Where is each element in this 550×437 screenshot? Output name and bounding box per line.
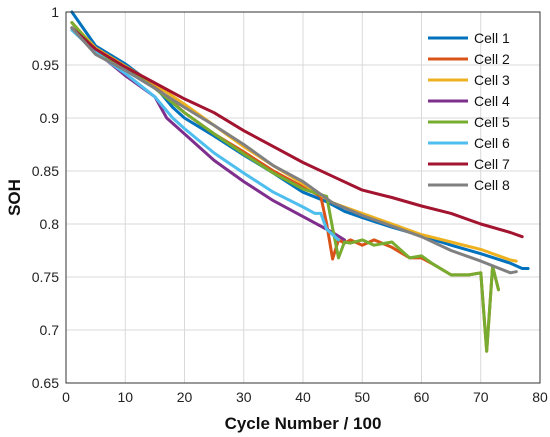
legend-label: Cell 8: [474, 177, 510, 193]
y-tick-label: 0.8: [40, 216, 60, 232]
y-tick-label: 0.85: [32, 163, 59, 179]
y-tick-labels: 0.65 0.7 0.75 0.8 0.85 0.9 0.95 1: [32, 4, 59, 391]
legend-label: Cell 7: [474, 156, 510, 172]
legend-label: Cell 4: [474, 93, 510, 109]
y-tick-label: 0.7: [40, 322, 60, 338]
grid: [65, 11, 541, 384]
x-tick-label: 20: [177, 389, 193, 405]
x-tick-label: 70: [473, 389, 489, 405]
legend-label: Cell 3: [474, 72, 510, 88]
plot-frame: [65, 11, 541, 384]
legend: Cell 1 Cell 2 Cell 3 Cell 4 Cell 5 Cell 6 Cell…: [428, 30, 510, 193]
y-tick-label: 1: [51, 4, 59, 20]
y-tick-label: 0.65: [32, 375, 59, 391]
x-tick-label: 40: [295, 389, 311, 405]
legend-label: Cell 6: [474, 135, 510, 151]
series-line-cell-8: [70, 26, 518, 275]
series-lines: [70, 10, 530, 353]
series-line-cell-1: [70, 10, 530, 270]
legend-label: Cell 5: [474, 114, 510, 130]
x-axis-title: Cycle Number / 100: [225, 414, 382, 433]
legend-label: Cell 2: [474, 51, 510, 67]
y-tick-label: 0.75: [32, 269, 59, 285]
x-tick-label: 0: [62, 389, 70, 405]
series-line-cell-6: [70, 28, 340, 242]
x-tick-label: 80: [532, 389, 548, 405]
x-tick-label: 30: [236, 389, 252, 405]
y-tick-label: 0.9: [40, 110, 60, 126]
x-tick-labels: 0 10 20 30 40 50 60 70 80: [62, 389, 548, 405]
series-line-cell-5: [70, 21, 500, 353]
x-tick-label: 10: [117, 389, 133, 405]
y-tick-label: 0.95: [32, 57, 59, 73]
legend-label: Cell 1: [474, 30, 510, 46]
x-tick-label: 50: [354, 389, 370, 405]
x-tick-label: 60: [414, 389, 430, 405]
series-line-cell-7: [70, 26, 524, 239]
y-axis-title: SOH: [5, 179, 24, 216]
